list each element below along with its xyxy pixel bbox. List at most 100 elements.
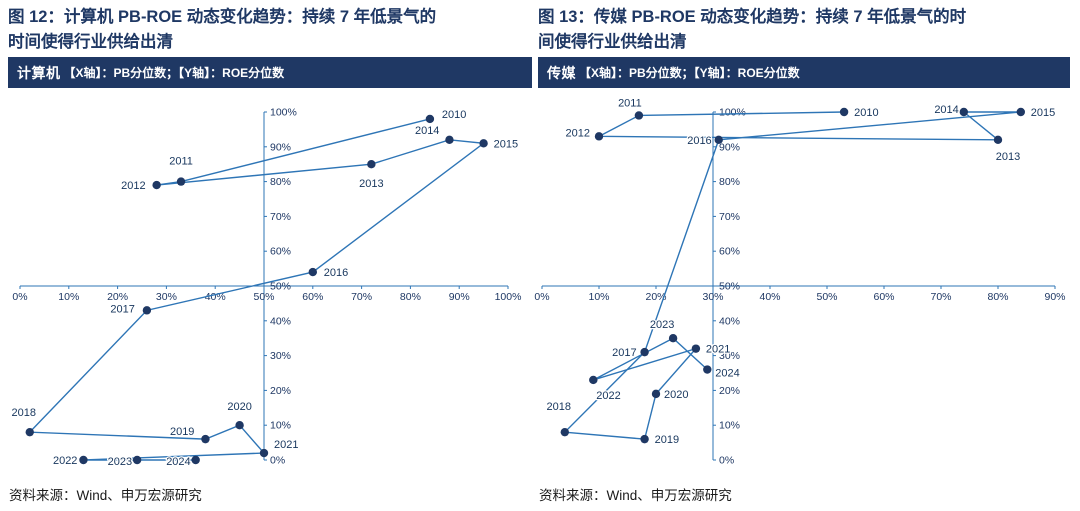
x-tick-label: 80% (987, 291, 1008, 303)
data-point (367, 160, 376, 169)
y-tick-label: 20% (719, 385, 740, 397)
year-label: 2012 (566, 127, 590, 139)
y-tick-label: 60% (719, 246, 740, 258)
year-label: 2010 (442, 109, 466, 121)
y-tick-label: 0% (270, 455, 285, 467)
y-tick-label: 30% (719, 350, 740, 362)
y-tick-label: 80% (719, 176, 740, 188)
year-label: 2012 (121, 180, 145, 192)
axes-description: 【X轴】：PB分位数；【Y轴】：ROE分位数 (579, 66, 800, 80)
data-point (132, 455, 142, 465)
figure-title-line: 图 13：传媒 PB-ROE 动态变化趋势：持续 7 年低景气的时 (538, 8, 967, 26)
data-point (308, 267, 317, 277)
year-label: 2017 (110, 303, 134, 315)
year-label: 2020 (227, 401, 251, 413)
year-label: 2024 (715, 368, 739, 380)
year-label: 2023 (108, 456, 132, 468)
data-point (703, 365, 712, 374)
x-tick-label: 100% (495, 291, 522, 303)
data-point (191, 455, 200, 465)
year-label: 2020 (664, 389, 688, 401)
y-tick-label: 80% (270, 176, 291, 188)
year-label: 2024 (166, 456, 190, 468)
data-point (959, 107, 968, 117)
x-tick-label: 0% (534, 291, 549, 303)
y-tick-label: 10% (270, 420, 291, 432)
figure-12-panel: 图 12：计算机 PB-ROE 动态变化趋势：持续 7 年低景气的 时间使得行业… (8, 0, 532, 511)
data-point (560, 427, 569, 437)
x-tick-label: 0% (12, 291, 27, 303)
x-tick-label: 90% (1044, 291, 1065, 303)
trajectory-line (28, 118, 486, 461)
y-tick-label: 70% (719, 211, 740, 223)
year-label: 2015 (494, 138, 518, 150)
data-point (201, 434, 210, 444)
data-point (714, 135, 723, 145)
x-tick-label: 20% (645, 291, 666, 303)
figure-13-title: 图 13：传媒 PB-ROE 动态变化趋势：持续 7 年低景气的时 间使得行业供… (538, 5, 1070, 55)
year-label: 2011 (618, 97, 642, 109)
year-label: 2013 (996, 151, 1020, 163)
data-point (640, 434, 649, 444)
year-label: 2021 (274, 439, 298, 451)
data-point (594, 132, 604, 141)
year-label: 2015 (1031, 107, 1055, 119)
x-tick-label: 20% (107, 291, 128, 303)
data-point (235, 421, 244, 430)
trajectory-line (563, 111, 1021, 440)
figure-title-line: 图 12：计算机 PB-ROE 动态变化趋势：持续 7 年低景气的 (8, 8, 437, 26)
data-point (479, 139, 488, 148)
source-note: 资料来源：Wind、申万宏源研究 (539, 488, 732, 503)
data-point (668, 334, 678, 343)
data-point (993, 135, 1003, 145)
year-label: 2019 (170, 426, 194, 438)
data-point (640, 347, 649, 357)
data-point (634, 111, 644, 120)
year-label: 2014 (934, 104, 958, 116)
year-label: 2019 (655, 434, 679, 446)
industry-label: 计算机 (17, 64, 61, 81)
year-label: 2016 (687, 135, 711, 147)
y-tick-label: 50% (719, 281, 740, 293)
y-tick-label: 60% (270, 246, 291, 258)
x-tick-label: 90% (449, 291, 470, 303)
year-label: 2022 (596, 390, 620, 402)
x-tick-label: 30% (702, 291, 723, 303)
year-label: 2010 (854, 107, 878, 119)
x-tick-label: 50% (816, 291, 837, 303)
y-tick-label: 40% (270, 315, 291, 327)
figure-13-panel: 图 13：传媒 PB-ROE 动态变化趋势：持续 7 年低景气的时 间使得行业供… (534, 0, 1070, 511)
x-tick-label: 80% (400, 291, 421, 303)
x-tick-label: 10% (588, 291, 609, 303)
y-tick-label: 50% (270, 281, 291, 293)
pb-roe-chart-computer: 0% 10% 20% 30% 40% 50% 60% 70% 80% 90% 100% 0% 10% 20… (10, 107, 522, 470)
data-point (176, 177, 186, 186)
x-tick-label: 70% (351, 291, 372, 303)
year-label: 2023 (650, 319, 674, 331)
x-tick-label: 60% (873, 291, 894, 303)
x-tick-label: 70% (930, 291, 951, 303)
data-point (25, 427, 34, 437)
pb-roe-chart-media: 0% 10% 20% 30% 40% 50% 60% 70% 80% 90% 0% 10% 20% 30%… (534, 96, 1065, 466)
data-point (445, 135, 454, 145)
y-tick-label: 70% (270, 211, 291, 223)
x-tick-label: 30% (156, 291, 177, 303)
y-tick-label: 30% (270, 350, 291, 362)
axes-description: 【X轴】：PB分位数；【Y轴】：ROE分位数 (63, 66, 285, 80)
data-point (651, 389, 661, 399)
y-tick-label: 100% (270, 107, 297, 119)
x-tick-label: 60% (302, 291, 323, 303)
year-label: 2017 (612, 347, 636, 359)
x-tick-label: 50% (253, 291, 274, 303)
data-point (589, 375, 598, 385)
year-label: 2011 (169, 156, 193, 168)
data-point (152, 180, 161, 190)
data-point (839, 107, 849, 117)
y-tick-label: 40% (719, 315, 740, 327)
figure-title-line: 间使得行业供给出清 (538, 33, 687, 51)
y-tick-label: 90% (270, 141, 291, 153)
data-point (425, 114, 435, 124)
x-tick-label: 10% (58, 291, 79, 303)
chart-header-bar-computer: 计算机 【X轴】：PB分位数；【Y轴】：ROE分位数 (8, 57, 532, 88)
